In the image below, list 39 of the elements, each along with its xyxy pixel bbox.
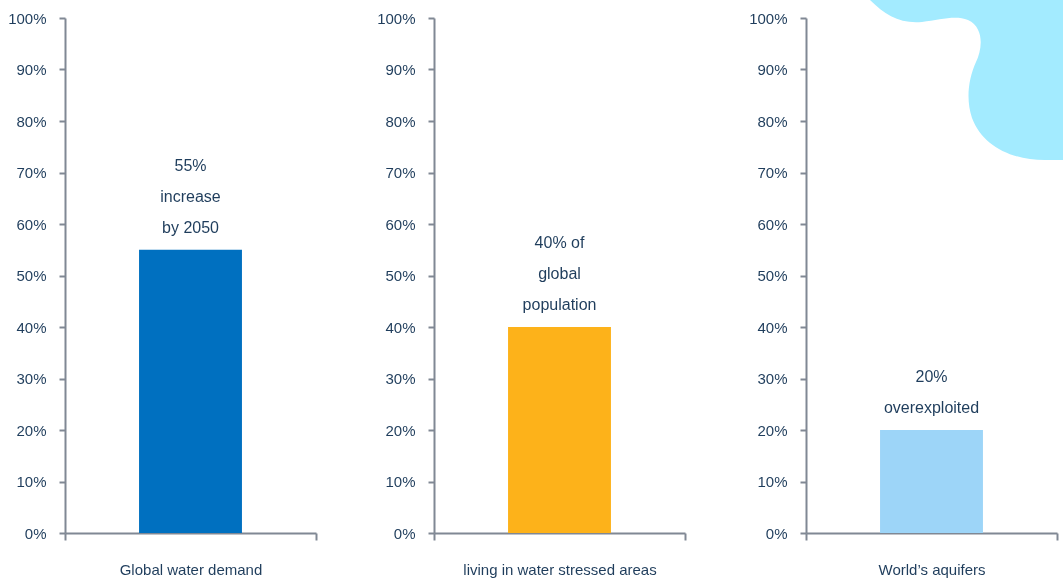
x-tick-label: World’s aquifers xyxy=(878,560,986,578)
y-tick-label: 90% xyxy=(385,61,416,78)
y-tick-label: 0% xyxy=(24,524,47,542)
y-tick-label: 80% xyxy=(757,112,788,130)
y-tick-label: 100% xyxy=(8,9,47,27)
y-tick-label: 70% xyxy=(757,164,788,181)
y-tick-label: 20% xyxy=(16,421,47,439)
y-tick-label: 20% xyxy=(385,421,416,439)
x-tick-label: living in water stressed areas xyxy=(463,560,657,578)
y-tick-label: 60% xyxy=(757,215,788,233)
y-tick-label: 30% xyxy=(16,370,47,387)
y-tick-label: 0% xyxy=(393,524,416,542)
y-tick-label: 10% xyxy=(757,473,788,490)
y-tick-label: 80% xyxy=(385,112,416,130)
y-tick-label: 70% xyxy=(385,164,416,181)
y-tick-label: 50% xyxy=(16,267,47,284)
y-tick-label: 50% xyxy=(757,267,788,284)
y-tick-label: 40% xyxy=(16,318,47,336)
y-tick-label: 100% xyxy=(749,9,788,27)
y-tick-label: 90% xyxy=(16,61,47,78)
y-tick-label: 10% xyxy=(385,473,416,490)
y-tick-label: 30% xyxy=(385,370,416,387)
y-tick-label: 30% xyxy=(757,370,788,387)
data-label: 20% overexploited xyxy=(883,368,980,416)
y-tick-label: 80% xyxy=(16,112,47,130)
y-tick-label: 70% xyxy=(16,164,47,181)
y-tick-label: 40% xyxy=(385,318,416,336)
y-tick-label: 20% xyxy=(757,421,788,439)
y-tick-label: 60% xyxy=(385,215,416,233)
y-tick-label: 60% xyxy=(16,215,47,233)
data-label: 40% of global population xyxy=(522,234,597,313)
data-label: 55% increase by 2050 xyxy=(160,156,221,236)
y-tick-label: 50% xyxy=(385,267,416,284)
x-tick-label: Global water demand xyxy=(119,560,263,578)
y-tick-label: 10% xyxy=(16,473,47,490)
y-tick-label: 90% xyxy=(757,61,788,78)
y-tick-label: 40% xyxy=(757,318,788,336)
y-tick-label: 0% xyxy=(765,524,788,542)
y-tick-label: 100% xyxy=(377,9,416,27)
